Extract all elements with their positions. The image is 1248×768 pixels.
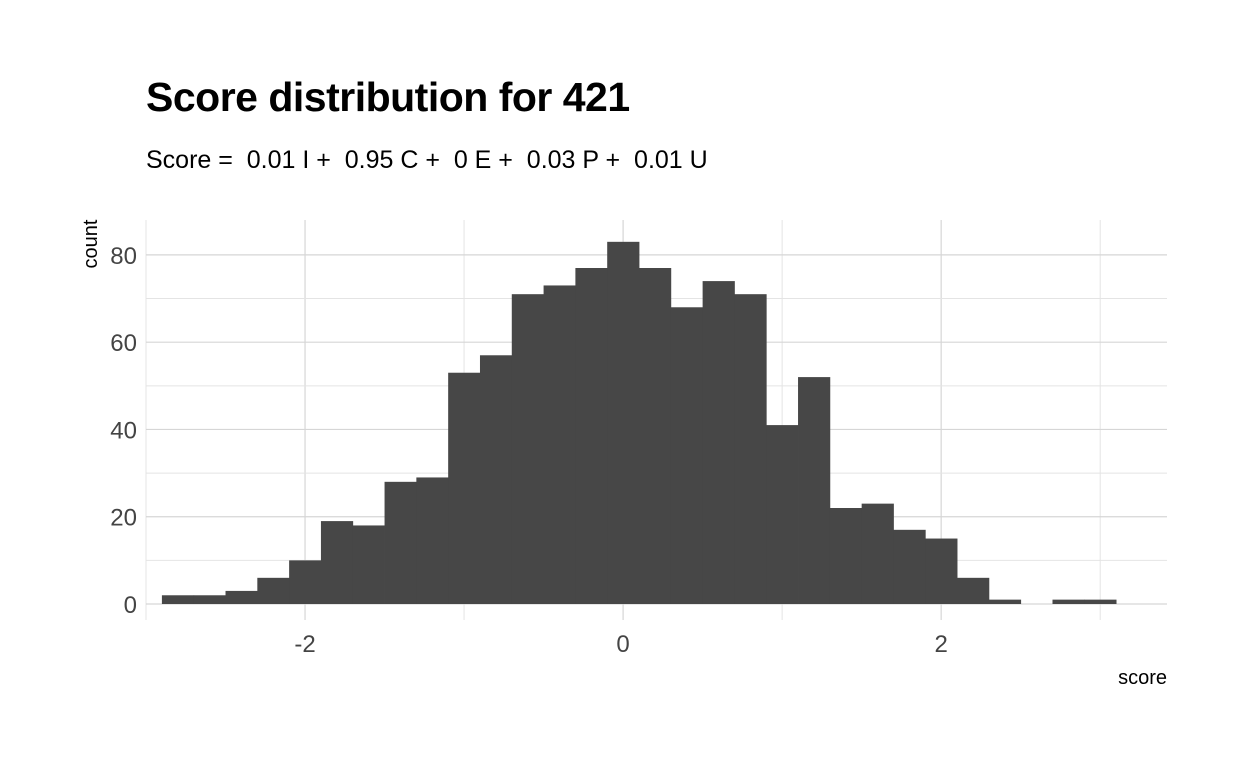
y-axis-title: count: [80, 219, 102, 268]
histogram-bar: [670, 307, 704, 604]
histogram-bar: [320, 521, 354, 604]
x-axis-title: score: [1118, 667, 1167, 689]
histogram-bar: [893, 529, 926, 604]
histogram-bar: [1084, 599, 1117, 604]
y-tick-label: 60: [110, 330, 137, 357]
histogram-bar: [161, 595, 195, 604]
histogram-bars: [161, 241, 1117, 604]
histogram-bar: [798, 377, 831, 604]
histogram-bar: [702, 281, 735, 604]
histogram-bar: [575, 268, 608, 604]
histogram-bar: [925, 538, 958, 604]
chart-subtitle: Score = 0.01 I + 0.95 C + 0 E + 0.03 P +…: [146, 146, 708, 174]
histogram-bar: [607, 241, 640, 604]
y-tick-label: 0: [124, 592, 137, 619]
x-tick-label: -2: [294, 631, 315, 658]
histogram-bar: [861, 503, 894, 604]
histogram-bar: [257, 577, 290, 604]
histogram-bar: [416, 477, 449, 604]
y-tick-label: 80: [110, 243, 137, 270]
histogram-bar: [829, 508, 863, 604]
histogram-bar: [543, 285, 576, 604]
histogram-bar: [1052, 599, 1085, 604]
histogram-bar: [479, 355, 513, 604]
histogram-bar: [448, 372, 481, 604]
x-tick-label: 2: [934, 631, 947, 658]
histogram-bar: [511, 294, 544, 604]
histogram-bar: [193, 595, 226, 604]
y-tick-label: 20: [110, 505, 137, 532]
histogram-bar: [289, 560, 322, 604]
x-tick-label: 0: [616, 631, 629, 658]
y-tick-label: 40: [110, 417, 137, 444]
histogram-bar: [734, 294, 767, 604]
histogram-bar: [766, 425, 799, 604]
chart-title: Score distribution for 421: [146, 74, 630, 120]
histogram-bar: [957, 577, 990, 604]
histogram-bar: [352, 525, 385, 604]
histogram-bar: [225, 590, 258, 604]
histogram-bar: [384, 481, 417, 604]
histogram-bar: [639, 268, 672, 604]
histogram-bar: [988, 599, 1022, 604]
